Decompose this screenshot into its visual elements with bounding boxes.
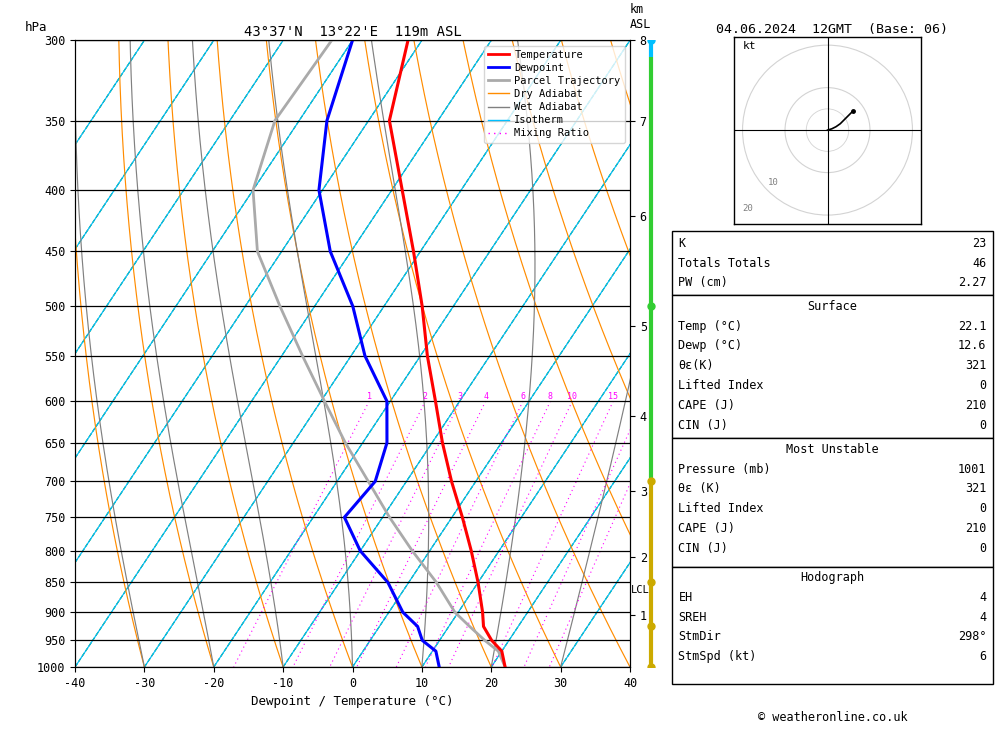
Text: 6: 6 — [979, 650, 987, 663]
Text: CAPE (J): CAPE (J) — [678, 399, 735, 412]
Text: 0: 0 — [979, 542, 987, 555]
Text: 10: 10 — [768, 178, 779, 188]
Bar — [672, 438, 993, 567]
Text: Lifted Index: Lifted Index — [678, 502, 764, 515]
Text: θε(K): θε(K) — [678, 359, 714, 372]
Text: Pressure (mb): Pressure (mb) — [678, 463, 771, 476]
Text: 04.06.2024  12GMT  (Base: 06): 04.06.2024 12GMT (Base: 06) — [716, 23, 948, 37]
Text: 0: 0 — [979, 379, 987, 392]
Text: 12.6: 12.6 — [958, 339, 987, 353]
Text: © weatheronline.co.uk: © weatheronline.co.uk — [758, 711, 907, 724]
Text: 210: 210 — [965, 522, 987, 535]
Text: 2.27: 2.27 — [958, 276, 987, 290]
Text: kt: kt — [743, 41, 756, 51]
Text: 0: 0 — [979, 502, 987, 515]
Text: 6: 6 — [521, 392, 526, 401]
Text: SREH: SREH — [678, 611, 707, 624]
Text: 23: 23 — [972, 237, 987, 250]
Text: StmDir: StmDir — [678, 630, 721, 644]
Text: CAPE (J): CAPE (J) — [678, 522, 735, 535]
Text: 4: 4 — [979, 611, 987, 624]
Text: 8: 8 — [548, 392, 553, 401]
Text: K: K — [678, 237, 686, 250]
Title: 43°37'N  13°22'E  119m ASL: 43°37'N 13°22'E 119m ASL — [244, 25, 461, 39]
Text: 46: 46 — [972, 257, 987, 270]
Text: 298°: 298° — [958, 630, 987, 644]
Text: EH: EH — [678, 591, 693, 604]
Text: LCL: LCL — [631, 585, 650, 594]
Text: PW (cm): PW (cm) — [678, 276, 728, 290]
Text: 10: 10 — [567, 392, 577, 401]
Text: 22.1: 22.1 — [958, 320, 987, 333]
Text: 321: 321 — [965, 359, 987, 372]
Text: Most Unstable: Most Unstable — [786, 443, 879, 456]
X-axis label: Dewpoint / Temperature (°C): Dewpoint / Temperature (°C) — [251, 696, 454, 708]
Text: Surface: Surface — [808, 300, 857, 313]
Text: Lifted Index: Lifted Index — [678, 379, 764, 392]
Text: Totals Totals: Totals Totals — [678, 257, 771, 270]
Text: Dewp (°C): Dewp (°C) — [678, 339, 743, 353]
Text: 20: 20 — [743, 204, 753, 213]
Text: 3: 3 — [458, 392, 463, 401]
Text: 321: 321 — [965, 482, 987, 496]
Text: StmSpd (kt): StmSpd (kt) — [678, 650, 757, 663]
Text: 1001: 1001 — [958, 463, 987, 476]
Text: 210: 210 — [965, 399, 987, 412]
Bar — [672, 567, 993, 684]
Text: Temp (°C): Temp (°C) — [678, 320, 743, 333]
Text: CIN (J): CIN (J) — [678, 419, 728, 432]
Bar — [672, 231, 993, 295]
Text: Hodograph: Hodograph — [800, 571, 865, 584]
Text: θε (K): θε (K) — [678, 482, 721, 496]
Text: Mixing Ratio (g/kg): Mixing Ratio (g/kg) — [747, 290, 757, 418]
Text: 2: 2 — [423, 392, 428, 401]
Text: 4: 4 — [979, 591, 987, 604]
Text: hPa: hPa — [25, 21, 48, 34]
Text: km
ASL: km ASL — [630, 3, 651, 31]
Text: 0: 0 — [979, 419, 987, 432]
Text: 1: 1 — [367, 392, 372, 401]
Text: 15: 15 — [608, 392, 618, 401]
Text: 4: 4 — [483, 392, 488, 401]
Legend: Temperature, Dewpoint, Parcel Trajectory, Dry Adiabat, Wet Adiabat, Isotherm, Mi: Temperature, Dewpoint, Parcel Trajectory… — [484, 45, 625, 143]
Text: CIN (J): CIN (J) — [678, 542, 728, 555]
Bar — [672, 295, 993, 438]
